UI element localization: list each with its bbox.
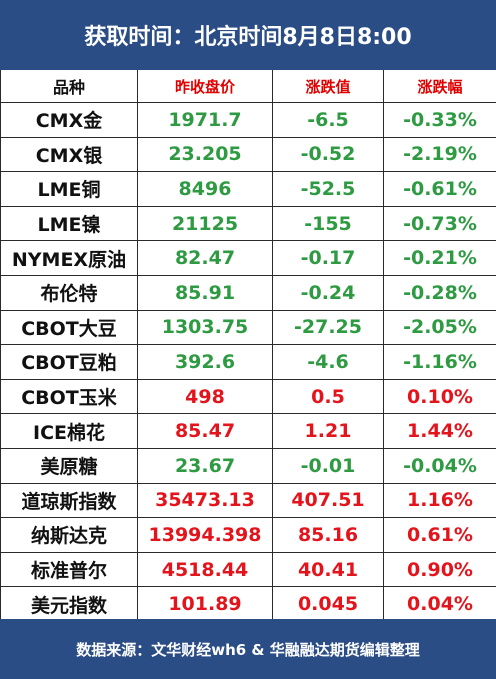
change-value: 407.51 <box>272 483 384 519</box>
change-pct-value: -0.28% <box>383 275 496 311</box>
table-row: 道琼斯指数 35473.13 407.51 1.16% <box>0 483 496 519</box>
table-row: LME铜 8496 -52.5 -0.61% <box>0 171 496 207</box>
table-row: 布伦特 85.91 -0.24 -0.28% <box>0 275 496 311</box>
instrument-name: ICE棉花 <box>0 413 138 449</box>
change-pct-value: -2.19% <box>383 137 496 173</box>
change-pct-value: -0.61% <box>383 171 496 207</box>
prev-close-value: 85.47 <box>137 413 273 449</box>
quote-table: 品种 昨收盘价 涨跌值 涨跌幅 CMX金 1971.7 -6.5 -0.33% CMX银… <box>0 70 496 622</box>
instrument-name: 纳斯达克 <box>0 517 138 553</box>
instrument-name: 标准普尔 <box>0 552 138 588</box>
source-footer: 数据来源：文华财经wh6 & 华融融达期货编辑整理 <box>0 619 496 679</box>
instrument-name: CBOT大豆 <box>0 310 138 346</box>
prev-close-value: 1971.7 <box>137 102 273 138</box>
change-value: -0.01 <box>272 448 384 484</box>
table-row: ICE棉花 85.47 1.21 1.44% <box>0 413 496 449</box>
change-pct-value: -0.73% <box>383 206 496 242</box>
instrument-name: 美元指数 <box>0 586 138 622</box>
change-value: -155 <box>272 206 384 242</box>
page-title: 获取时间：北京时间8月8日8:00 <box>0 0 496 70</box>
table-row: CBOT玉米 498 0.5 0.10% <box>0 379 496 415</box>
change-value: -0.52 <box>272 137 384 173</box>
instrument-name: 布伦特 <box>0 275 138 311</box>
prev-close-value: 101.89 <box>137 586 273 622</box>
table-header-row: 品种 昨收盘价 涨跌值 涨跌幅 <box>0 70 496 103</box>
instrument-name: CMX金 <box>0 102 138 138</box>
change-pct-value: 1.44% <box>383 413 496 449</box>
prev-close-value: 4518.44 <box>137 552 273 588</box>
change-pct-value: -2.05% <box>383 310 496 346</box>
change-value: -6.5 <box>272 102 384 138</box>
change-value: -4.6 <box>272 344 384 380</box>
change-pct-value: 1.16% <box>383 483 496 519</box>
table-body: CMX金 1971.7 -6.5 -0.33% CMX银 23.205 -0.52 -2.19… <box>0 102 496 622</box>
change-value: 0.5 <box>272 379 384 415</box>
change-value: -0.24 <box>272 275 384 311</box>
change-pct-value: -0.33% <box>383 102 496 138</box>
prev-close-value: 1303.75 <box>137 310 273 346</box>
prev-close-value: 13994.398 <box>137 517 273 553</box>
table-row: 标准普尔 4518.44 40.41 0.90% <box>0 552 496 588</box>
table-row: CMX金 1971.7 -6.5 -0.33% <box>0 102 496 138</box>
prev-close-value: 82.47 <box>137 240 273 276</box>
table-row: 美元指数 101.89 0.045 0.04% <box>0 586 496 622</box>
table-row: CMX银 23.205 -0.52 -2.19% <box>0 137 496 173</box>
change-pct-value: 0.90% <box>383 552 496 588</box>
instrument-name: LME铜 <box>0 171 138 207</box>
prev-close-value: 392.6 <box>137 344 273 380</box>
instrument-name: NYMEX原油 <box>0 240 138 276</box>
prev-close-value: 23.67 <box>137 448 273 484</box>
instrument-name: CMX银 <box>0 137 138 173</box>
table-row: 美原糖 23.67 -0.01 -0.04% <box>0 448 496 484</box>
table-row: LME镍 21125 -155 -0.73% <box>0 206 496 242</box>
change-pct-value: 0.61% <box>383 517 496 553</box>
instrument-name: CBOT豆粕 <box>0 344 138 380</box>
table-row: CBOT大豆 1303.75 -27.25 -2.05% <box>0 310 496 346</box>
table-row: 纳斯达克 13994.398 85.16 0.61% <box>0 517 496 553</box>
change-pct-value: -1.16% <box>383 344 496 380</box>
change-pct-value: 0.04% <box>383 586 496 622</box>
prev-close-value: 85.91 <box>137 275 273 311</box>
prev-close-value: 498 <box>137 379 273 415</box>
prev-close-value: 35473.13 <box>137 483 273 519</box>
column-header-name: 品种 <box>0 70 138 103</box>
instrument-name: CBOT玉米 <box>0 379 138 415</box>
change-value: 85.16 <box>272 517 384 553</box>
instrument-name: 美原糖 <box>0 448 138 484</box>
table-row: NYMEX原油 82.47 -0.17 -0.21% <box>0 240 496 276</box>
change-value: 40.41 <box>272 552 384 588</box>
prev-close-value: 23.205 <box>137 137 273 173</box>
change-pct-value: -0.21% <box>383 240 496 276</box>
change-value: -52.5 <box>272 171 384 207</box>
column-header-prev-close: 昨收盘价 <box>137 70 273 103</box>
change-value: 0.045 <box>272 586 384 622</box>
column-header-change: 涨跌值 <box>272 70 384 103</box>
change-value: 1.21 <box>272 413 384 449</box>
change-pct-value: 0.10% <box>383 379 496 415</box>
change-pct-value: -0.04% <box>383 448 496 484</box>
instrument-name: 道琼斯指数 <box>0 483 138 519</box>
table-row: CBOT豆粕 392.6 -4.6 -1.16% <box>0 344 496 380</box>
change-value: -0.17 <box>272 240 384 276</box>
change-value: -27.25 <box>272 310 384 346</box>
instrument-name: LME镍 <box>0 206 138 242</box>
prev-close-value: 8496 <box>137 171 273 207</box>
column-header-change-pct: 涨跌幅 <box>383 70 496 103</box>
prev-close-value: 21125 <box>137 206 273 242</box>
